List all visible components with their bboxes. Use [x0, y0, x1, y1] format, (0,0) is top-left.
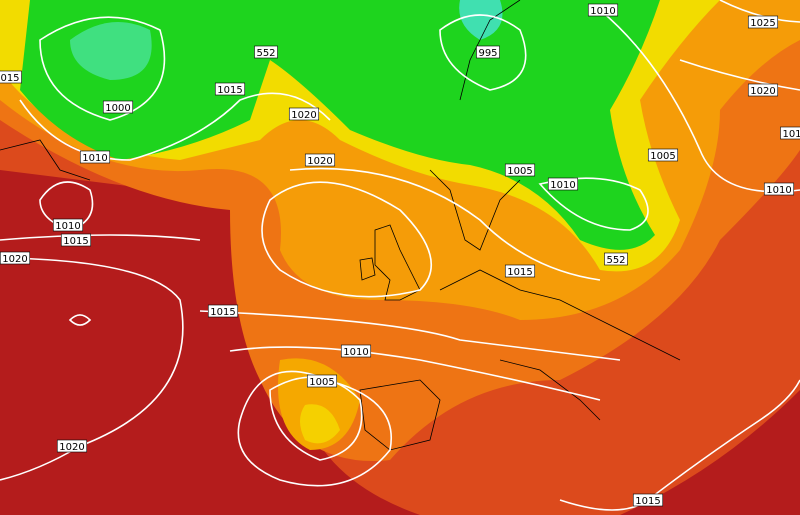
label-box [340, 344, 372, 358]
label-text: 1010 [343, 347, 368, 358]
label-text: 552 [606, 255, 625, 266]
isobar-label: 1010 [52, 218, 84, 232]
label-text: 1015 [210, 307, 235, 318]
isobar-label: 1025 [747, 15, 779, 29]
isobar-label: 1010 [587, 3, 619, 17]
zone-green [20, 0, 660, 250]
isobar-label: 1020 [304, 153, 336, 167]
label-box [604, 252, 628, 266]
isobar-label: 1005 [306, 374, 338, 388]
isobar-label: 995 [476, 45, 500, 59]
label-text: 1020 [307, 156, 332, 167]
label-box [632, 493, 664, 507]
label-box [747, 15, 779, 29]
isobar-label: 1000 [102, 100, 134, 114]
label-text: 1010 [82, 153, 107, 164]
isobar-label: 1010 [763, 182, 795, 196]
isobar-label: 101 [780, 126, 800, 140]
isobar-label: 1015 [207, 304, 239, 318]
label-box [504, 264, 536, 278]
isobar-label: 1010 [79, 150, 111, 164]
isobar-label: 1015 [632, 493, 664, 507]
isobar-label: 1020 [56, 439, 88, 453]
label-text: 1015 [635, 496, 660, 507]
label-box [0, 70, 22, 84]
label-text: 1020 [750, 86, 775, 97]
isobar-label: 015 [0, 70, 22, 84]
isobar-label: 1015 [504, 264, 536, 278]
label-box [647, 148, 679, 162]
label-text: 995 [478, 48, 497, 59]
zone-low-core [300, 404, 340, 444]
label-box [60, 233, 92, 247]
label-box [587, 3, 619, 17]
label-box [306, 374, 338, 388]
isobar-label: 552 [254, 45, 278, 59]
label-text: 1005 [650, 151, 675, 162]
label-text: 1010 [590, 6, 615, 17]
label-box [0, 251, 31, 265]
label-text: 1025 [750, 18, 775, 29]
label-text: 1000 [105, 103, 130, 114]
label-text: 1020 [59, 442, 84, 453]
zone-low-norway [459, 0, 503, 40]
label-text: 1020 [2, 254, 27, 265]
label-text: 1020 [291, 110, 316, 121]
label-box [254, 45, 278, 59]
isobar-label: 1015 [60, 233, 92, 247]
label-text: 1005 [507, 166, 532, 177]
label-text: 1010 [766, 185, 791, 196]
label-text: 1010 [550, 180, 575, 191]
isobar-label: 552 [604, 252, 628, 266]
label-box [747, 83, 779, 97]
isobar-labels: 1010 1025 015 1020 101 995 552 1015 1000 1020 1010… [0, 3, 800, 507]
label-box [304, 153, 336, 167]
label-text: 1010 [55, 221, 80, 232]
label-box [52, 218, 84, 232]
label-box [476, 45, 500, 59]
isobar-label: 1020 [747, 83, 779, 97]
label-text: 552 [256, 48, 275, 59]
label-box [780, 126, 800, 140]
coastlines [0, 0, 681, 451]
zone-low-center [278, 358, 360, 450]
label-text: 101 [782, 129, 800, 140]
label-text: 015 [0, 73, 19, 84]
isobar-label: 1005 [504, 163, 536, 177]
isobar-label: 1010 [340, 344, 372, 358]
label-box [102, 100, 134, 114]
isobar-label: 1015 [214, 82, 246, 96]
isobar-label: 1020 [0, 251, 31, 265]
label-text: 1015 [63, 236, 88, 247]
label-box [214, 82, 246, 96]
isobar-label: 1020 [288, 107, 320, 121]
label-text: 1005 [309, 377, 334, 388]
label-box [79, 150, 111, 164]
isobar-label: 1005 [647, 148, 679, 162]
isobar-label: 1010 [547, 177, 579, 191]
label-box [763, 182, 795, 196]
label-text: 1015 [217, 85, 242, 96]
label-box [547, 177, 579, 191]
label-text: 1015 [507, 267, 532, 278]
label-box [504, 163, 536, 177]
label-box [207, 304, 239, 318]
label-box [288, 107, 320, 121]
zone-low-north [70, 22, 152, 80]
label-box [56, 439, 88, 453]
